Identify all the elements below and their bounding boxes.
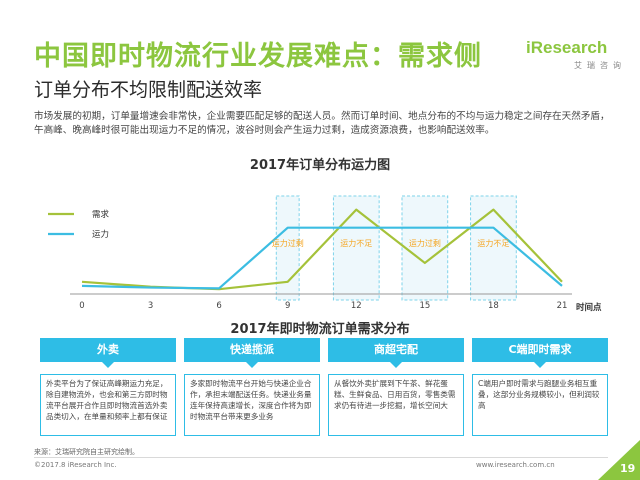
legend-label: 需求 bbox=[92, 209, 110, 220]
x-tick-label: 15 bbox=[419, 301, 430, 311]
x-tick-label: 21 bbox=[557, 301, 568, 311]
card-body: 外卖平台为了保证高峰期运力充足，除自建物流外，也会和第三方即时物流平台展开合作且… bbox=[40, 374, 176, 436]
x-tick-label: 18 bbox=[488, 301, 499, 311]
logo-wordmark: iResearch bbox=[526, 38, 608, 57]
x-tick-label: 9 bbox=[285, 301, 290, 311]
x-tick-label: 0 bbox=[79, 301, 84, 311]
x-tick-label: 12 bbox=[351, 301, 362, 311]
x-tick-label: 3 bbox=[148, 301, 153, 311]
chart-title: 2017年订单分布运力图 bbox=[250, 157, 390, 173]
card-retail: 商超宅配 从餐饮外卖扩展到下午茶、鲜花蛋糕、生鲜食品、日用百货，零售类需求仍有待… bbox=[328, 338, 464, 436]
annotation-label: 运力不足 bbox=[340, 238, 372, 248]
card-title: 快递揽派 bbox=[184, 338, 320, 362]
card-takeout: 外卖 外卖平台为了保证高峰期运力充足，除自建物流外，也会和第三方即时物流平台展开… bbox=[40, 338, 176, 436]
annotation-box bbox=[275, 195, 300, 301]
caret-down-icon bbox=[246, 362, 258, 368]
card-title: C端即时需求 bbox=[472, 338, 608, 362]
caret-down-icon bbox=[534, 362, 546, 368]
legend-label: 运力 bbox=[92, 229, 109, 240]
page-number: 19 bbox=[620, 462, 636, 475]
intro-paragraph: 市场发展的初期，订单量增速会非常快，企业需要匹配足够的配送人员。然而订单时间、地… bbox=[34, 111, 610, 136]
x-axis-label: 时间点 bbox=[576, 302, 602, 313]
page-corner-decoration bbox=[598, 440, 640, 480]
annotation-box bbox=[470, 195, 517, 301]
footer-divider bbox=[34, 457, 608, 458]
card-body: 从餐饮外卖扩展到下午茶、鲜花蛋糕、生鲜食品、日用百货，零售类需求仍有待进一步挖掘… bbox=[328, 374, 464, 436]
section-title: 2017年即时物流订单需求分布 bbox=[230, 322, 410, 337]
website: www.iresearch.com.cn bbox=[476, 461, 555, 469]
page-title: 中国即时物流行业发展难点：需求侧 bbox=[34, 41, 482, 72]
card-express: 快递揽派 多家即时物流平台开始与快递企业合作，承担末端配送任务。快递业务量连年保… bbox=[184, 338, 320, 436]
annotation-box bbox=[332, 195, 380, 301]
series-line-capacity bbox=[81, 226, 563, 290]
caret-down-icon bbox=[390, 362, 402, 368]
x-tick-label: 6 bbox=[216, 301, 221, 311]
logo-chinese: 艾瑞咨询 bbox=[574, 61, 626, 70]
annotation-box bbox=[401, 195, 449, 301]
annotation-label: 运力不足 bbox=[477, 238, 509, 248]
annotation-label: 运力过剩 bbox=[272, 238, 304, 248]
source-note: 来源：艾瑞研究院自主研究绘制。 bbox=[34, 448, 139, 456]
page-subtitle: 订单分布不均限制配送效率 bbox=[34, 79, 263, 101]
card-body: C端用户即时需求与跑腿业务相互重叠，这部分业务规模较小，但利润较高 bbox=[472, 374, 608, 436]
card-consumer: C端即时需求 C端用户即时需求与跑腿业务相互重叠，这部分业务规模较小，但利润较高 bbox=[472, 338, 608, 436]
card-title: 商超宅配 bbox=[328, 338, 464, 362]
iresearch-logo: iResearch 艾瑞咨询 bbox=[526, 38, 626, 71]
copyright: ©2017.8 iResearch Inc. bbox=[34, 461, 117, 469]
card-body: 多家即时物流平台开始与快递企业合作，承担末端配送任务。快递业务量连年保持高速增长… bbox=[184, 374, 320, 436]
caret-down-icon bbox=[102, 362, 114, 368]
card-title: 外卖 bbox=[40, 338, 176, 362]
annotation-label: 运力过剩 bbox=[409, 238, 441, 248]
